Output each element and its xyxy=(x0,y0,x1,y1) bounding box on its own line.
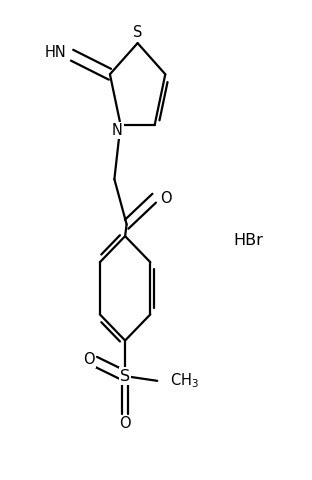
Text: CH$_3$: CH$_3$ xyxy=(169,372,198,390)
Text: O: O xyxy=(160,191,171,206)
Text: S: S xyxy=(133,25,142,40)
Text: S: S xyxy=(120,369,130,384)
Text: HN: HN xyxy=(44,45,66,60)
Text: HBr: HBr xyxy=(233,232,263,248)
Text: N: N xyxy=(112,123,123,138)
Text: O: O xyxy=(119,416,131,431)
Text: O: O xyxy=(83,352,95,367)
